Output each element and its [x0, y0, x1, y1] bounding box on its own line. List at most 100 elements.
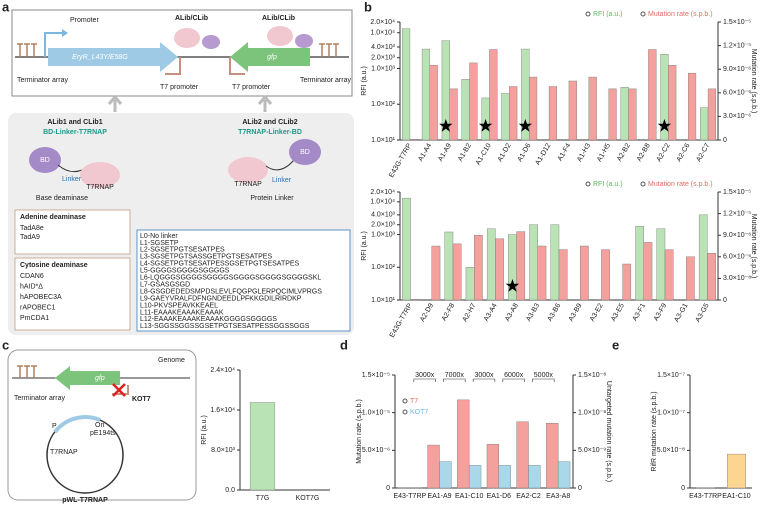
bar [550, 224, 560, 301]
bar [495, 238, 504, 301]
y-tick-label: 1.5×10⁻⁵ [362, 372, 390, 379]
y-axis-label: RFI (a.u.) [201, 415, 208, 445]
bar [509, 86, 518, 141]
bar [481, 97, 490, 141]
label: hAID*Δ [20, 283, 43, 290]
y2-tick-label: 6.0×10⁻⁶ [723, 90, 751, 97]
box [14, 209, 131, 255]
label: Cytosine deaminase [20, 262, 88, 269]
bar [528, 465, 541, 489]
y2-tick-label: 9.0×10⁻⁶ [723, 66, 751, 73]
terminator-icon [17, 43, 37, 57]
label: L11-EAAAKEAAAKEAAAK [140, 309, 224, 316]
x-tick-label: T7G [256, 495, 270, 502]
bar [421, 48, 431, 141]
label: Linker [62, 176, 82, 183]
bar [469, 62, 478, 141]
label: BD [40, 157, 50, 164]
bar [409, 139, 418, 141]
label: Adenine deaminase [20, 214, 86, 221]
terminator-icon [17, 365, 37, 378]
x-tick-label: A3-B3 [525, 302, 541, 322]
x-tick-label: A3-G1 [673, 302, 689, 323]
x-tick-label: EA3-A8 [546, 493, 570, 500]
annotation: 3000x [415, 372, 435, 379]
x-tick-label: A3-B9 [568, 302, 584, 322]
bar [429, 65, 438, 141]
y-tick-label: 2.0×10⁴ [370, 189, 395, 196]
x-tick-label: A3-E5 [610, 302, 626, 322]
panel-a-libraries: ALib1 and CLib1 BD-Linker-T7RNAP BD Link… [8, 113, 354, 335]
legend-marker [640, 11, 646, 17]
bracket [472, 378, 496, 382]
x-tick-label: EA1-D6 [487, 493, 512, 500]
bar [707, 88, 717, 141]
label: Base deaminase [36, 195, 88, 202]
x-tick-label: EA1-A9 [427, 493, 451, 500]
x-tick-label: KOT7G [296, 495, 320, 502]
bar [546, 423, 559, 489]
y2-tick-label: 1.2×10⁻⁵ [723, 210, 751, 217]
plasmid-feature [53, 415, 101, 434]
label: gfp [267, 54, 277, 61]
label: L0-No linker [140, 233, 178, 240]
bar [620, 86, 629, 141]
y2-tick-label: 9.0×10⁻⁶ [723, 232, 751, 239]
bar [588, 76, 597, 141]
y-tick-label: 0.0 [225, 487, 235, 494]
y-tick-label: 0 [681, 485, 685, 492]
y2-axis-label: Untargeted mutation rate (s.p.b.) [605, 381, 612, 482]
bar [601, 249, 610, 301]
label: pWL-T7RNAP [62, 497, 108, 504]
bar [486, 228, 496, 301]
label: L6-LQGGGSGGGGSGGGGSGGGGSGGGGSGGGGSKL [140, 275, 321, 282]
knockout-cross [112, 383, 126, 397]
x-tick-label: A2-D9 [419, 302, 435, 323]
label: T7RNAP [86, 184, 114, 191]
label: Genome [158, 357, 185, 364]
label: BD-Linker-T7RNAP [43, 129, 107, 136]
star [518, 119, 532, 132]
y-tick-label: 4.0×10³ [371, 44, 396, 51]
label: L10-PKVSPEAVKKEAEL [140, 302, 218, 309]
y-tick-label: 2.4×10⁴ [210, 367, 235, 374]
bar [468, 465, 482, 489]
y2-tick-label: 1.2×10⁻⁵ [723, 42, 751, 49]
label: T7RNAP [234, 181, 262, 188]
x-tick-label: A1-D2 [497, 142, 513, 163]
y2-tick-label: 0 [578, 485, 582, 492]
lists: Adenine deaminase TadA8e TadA9 Cytosine dea… [20, 214, 322, 330]
y-tick-label: 2.0×10³ [371, 222, 396, 229]
bar [643, 242, 653, 301]
bar [439, 461, 452, 489]
t7-arrow [165, 57, 181, 75]
bar [501, 93, 510, 141]
legend-marker [585, 11, 591, 17]
y2-axis-label: Mutation rate (s.p.b.) [750, 214, 757, 279]
bar [668, 65, 677, 141]
label: Terminator array [14, 395, 65, 402]
x-tick-label: A1-H3 [576, 142, 592, 163]
y-tick-label: 1.0×10¹ [371, 137, 396, 144]
panel-label: c [2, 337, 9, 352]
label: T7 promoter [232, 84, 271, 91]
lib-icon [295, 34, 313, 48]
x-tick-label: A2-F8 [441, 302, 457, 322]
bar [474, 234, 483, 301]
y2-tick-label: 1.5×10⁻⁵ [723, 19, 751, 26]
t7rnap-icon [228, 157, 268, 183]
x-tick-label: A1-C10 [475, 142, 493, 166]
annotation: 7000x [445, 372, 465, 379]
bar [489, 49, 498, 141]
x-tick-label: A1-A9 [437, 142, 453, 162]
label: L3-SGSETPGTSASSGETPGTSESATPES [140, 254, 272, 261]
x-tick-label: A1-F4 [557, 142, 573, 162]
label: L7-GSASGSGD [140, 281, 190, 288]
y-tick-label: 5.0×10⁻⁶ [362, 447, 390, 454]
bar [537, 245, 547, 301]
bar [558, 249, 568, 301]
bar [249, 402, 276, 491]
t7-arrow [112, 385, 129, 395]
y2-tick-label: 1.5×10⁻⁸ [578, 372, 606, 379]
